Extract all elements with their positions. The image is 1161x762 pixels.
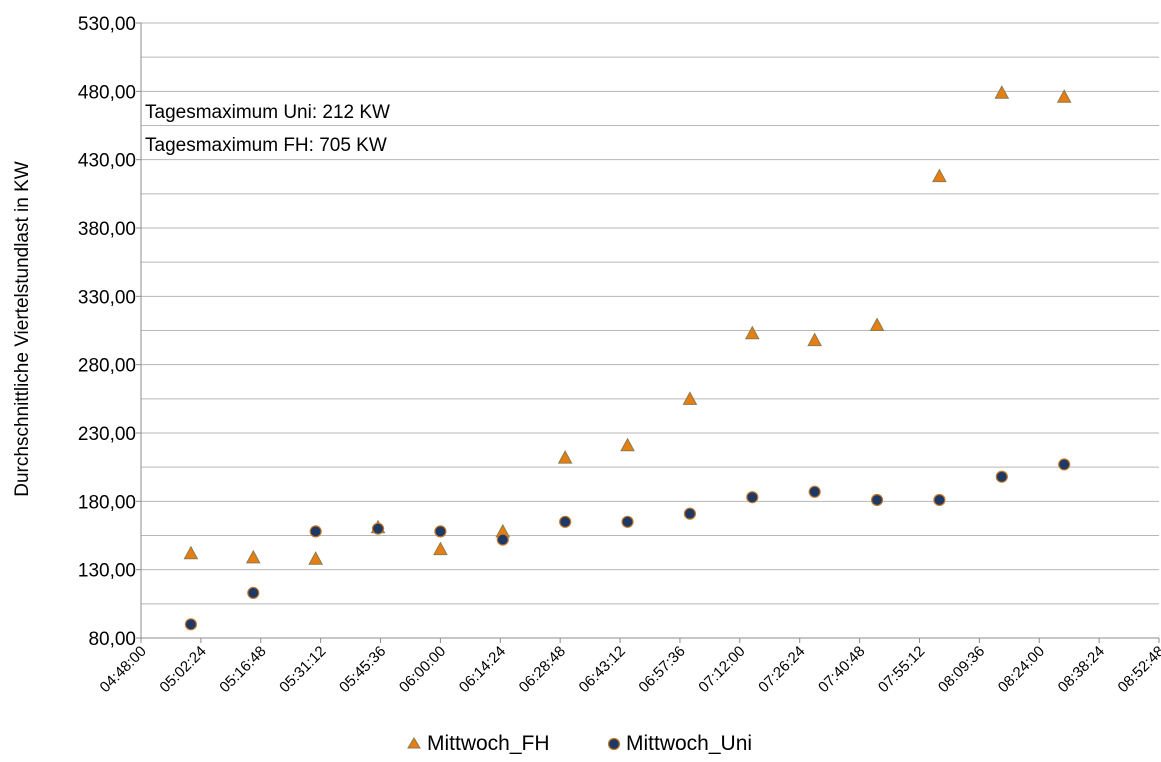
point-mittwoch-uni [621,515,634,528]
x-tick-label: 06:14:24 [456,643,509,696]
point-mittwoch-uni [808,485,821,498]
annotation-max-fh: Tagesmaximum FH: 705 KW [145,135,387,156]
y-tick-label: 530,00 [78,14,136,35]
point-mittwoch-uni [247,586,260,600]
y-tick-label: 80,00 [88,629,136,650]
point-mittwoch-uni [434,525,447,538]
point-mittwoch-fh [1056,89,1072,103]
point-mittwoch-fh [994,85,1010,99]
point-mittwoch-fh [308,551,323,565]
x-tick-label: 06:28:48 [516,643,569,696]
x-tick-label: 05:16:48 [216,643,269,696]
y-tick-label: 280,00 [78,356,136,377]
point-mittwoch-fh [557,450,573,464]
x-tick-label: 07:26:24 [755,643,808,696]
y-tick-label: 230,00 [78,424,136,445]
point-mittwoch-uni [933,493,946,507]
point-mittwoch-fh [932,168,947,183]
legend-label-mittwoch-fh: Mittwoch_FH [427,732,550,755]
point-mittwoch-uni [496,533,509,546]
point-mittwoch-fh [433,541,448,556]
point-mittwoch-fh [682,391,698,405]
point-mittwoch-uni [746,491,759,504]
grid-lines [141,22,1159,605]
x-tick-label: 07:12:00 [695,643,748,696]
legend-marker-circle [607,737,621,751]
legend: Mittwoch_FH Mittwoch_Uni [407,732,752,755]
x-tick-label: 08:24:00 [995,643,1048,696]
y-axis-title: Durchschnittliche Viertelstundlast in KW [12,161,33,497]
x-tick-label: 08:52:48 [1115,643,1161,696]
x-tick-label: 05:02:24 [156,643,209,696]
point-mittwoch-fh [744,325,760,340]
point-mittwoch-fh [183,545,199,560]
point-mittwoch-fh [807,332,823,347]
point-mittwoch-fh [869,317,885,332]
legend-label-mittwoch-uni: Mittwoch_Uni [626,732,752,755]
legend-item-mittwoch-uni: Mittwoch_Uni [607,732,752,755]
point-mittwoch-fh [620,437,635,452]
axes [136,22,1160,643]
y-tick-label: 330,00 [78,287,136,308]
point-mittwoch-uni [559,515,572,528]
x-tick-label: 04:48:00 [97,643,150,696]
point-mittwoch-uni [309,525,322,538]
point-mittwoch-uni [995,470,1008,483]
x-tick-label: 06:00:00 [396,643,449,696]
y-tick-label: 380,00 [78,219,136,240]
x-tick-label: 08:09:36 [935,643,988,696]
x-tick-label: 08:38:24 [1055,643,1108,696]
point-mittwoch-uni [184,618,198,631]
data-points [183,85,1072,631]
y-tick-label: 430,00 [78,151,136,172]
legend-item-mittwoch-fh: Mittwoch_FH [407,732,550,755]
legend-marker-triangle [407,737,421,749]
x-tick-label: 07:40:48 [815,643,868,696]
annotation-max-uni: Tagesmaximum Uni: 212 KW [145,102,390,123]
x-axis-tick-labels: 04:48:00 05:02:24 05:16:48 05:31:12 05:45:36… [97,643,1161,696]
x-tick-label: 06:43:12 [576,643,629,696]
x-tick-label: 05:45:36 [336,643,389,696]
x-tick-label: 05:31:12 [276,643,329,696]
y-axis-tick-labels: 80,00 130,00 180,00 230,00 280,00 330,00 380,0… [78,14,136,650]
point-mittwoch-uni [371,522,385,535]
point-mittwoch-uni [870,493,884,507]
point-mittwoch-uni [683,507,697,520]
x-tick-label: 06:57:36 [635,643,688,696]
y-tick-label: 130,00 [78,561,136,582]
point-mittwoch-fh [245,549,261,564]
x-tick-label: 07:55:12 [875,643,928,696]
point-mittwoch-uni [1058,458,1071,471]
y-tick-label: 180,00 [78,492,136,513]
y-tick-label: 480,00 [78,82,136,103]
